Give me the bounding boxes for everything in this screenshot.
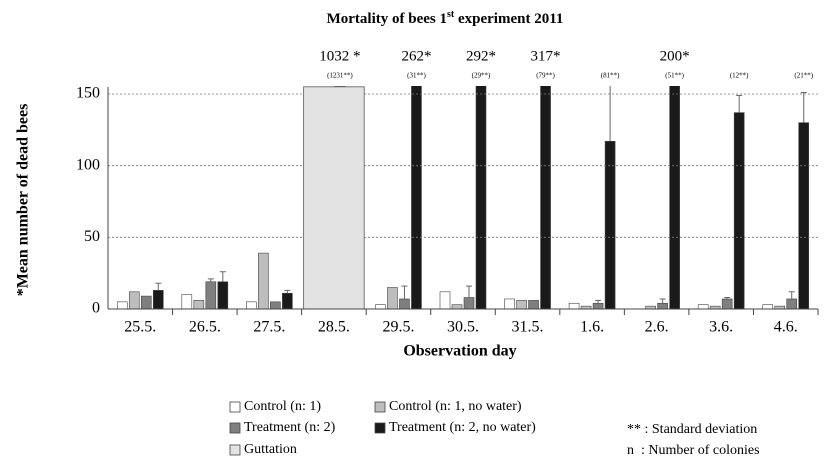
bar [733,112,745,310]
value-label: 292* [466,48,496,64]
x-tick-label: 27.5. [253,319,285,336]
bar [798,122,810,310]
title-part: Mortality of bees 1 [327,11,447,27]
bar [568,302,580,310]
y-tick-label: 0 [92,300,100,317]
bar [375,304,386,310]
bar [604,141,616,310]
bar [540,86,551,310]
x-tick-label: 26.5. [189,319,221,336]
bar [697,304,709,310]
error-label: (12**) [730,72,749,80]
legend-label: Treatment (n: 2) [244,420,336,435]
y-axis-title: *Mean number of dead bees [15,104,32,297]
legend-swatch [374,401,386,413]
y-tick-label: 100 [76,156,100,173]
legend-label: Treatment (n: 2, no water) [389,420,536,435]
x-tick-label: 30.5. [447,319,479,336]
bar [411,86,422,310]
x-tick-label: 1.6. [580,319,604,336]
bar [516,300,527,310]
bar [116,301,128,310]
bar [528,300,539,310]
legend-swatch [229,401,241,413]
bar [463,297,475,310]
error-label: (51**) [665,72,684,80]
x-axis-title: Observation day [403,343,516,360]
bar [246,301,257,310]
bar [504,298,515,310]
bar [217,281,229,310]
plot-area [116,86,810,310]
legend-swatch [374,422,386,434]
bar [475,86,487,310]
bar [270,301,281,310]
bar [128,291,140,310]
bar [387,287,398,310]
x-tick-label: 31.5. [512,319,544,336]
x-tick-label: 25.5. [124,319,156,336]
bar [193,300,205,310]
bar [669,86,680,310]
bar [762,304,774,310]
bar [258,252,269,310]
bar [657,302,668,310]
chart-title: Mortality of bees 1st experiment 2011 [327,9,564,27]
y-tick-label: 150 [76,85,100,102]
title-superscript: st [447,9,455,20]
legend-swatch [229,444,241,456]
y-tick-label: 50 [84,228,100,245]
bar [439,291,451,310]
bar [205,281,217,310]
error-label: (29**) [472,72,491,80]
note: n : Number of colonies [627,443,760,458]
error-label: (81**) [601,72,620,80]
note: ** : Standard deviation [627,422,757,437]
error-label: (31**) [407,72,426,80]
value-label: 262* [401,48,431,64]
value-label: 317* [531,48,561,64]
x-tick-label: 4.6. [774,319,798,336]
bar [152,290,164,310]
bar [786,298,798,310]
x-tick-label: 28.5. [318,319,350,336]
guttation-box [303,86,365,310]
legend-label: Guttation [244,442,297,457]
x-tick-label: 2.6. [645,319,669,336]
x-tick-label: 29.5. [382,319,414,336]
error-label: (1231**) [327,72,353,80]
value-label: 200* [660,48,690,64]
legend-label: Control (n: 1) [244,399,321,414]
error-label: (21**) [794,72,813,80]
value-label: 1032 * [319,48,360,64]
bar [399,298,410,310]
bar [721,298,733,310]
bar [140,295,152,310]
error-label: (79**) [536,72,555,80]
x-tick-label: 3.6. [709,319,733,336]
bar [181,294,193,310]
bar [592,302,604,310]
bar [451,304,463,310]
title-part: experiment 2011 [454,11,563,27]
legend-swatch [229,422,241,434]
legend-label: Control (n: 1, no water) [389,399,522,414]
bar [282,292,293,310]
